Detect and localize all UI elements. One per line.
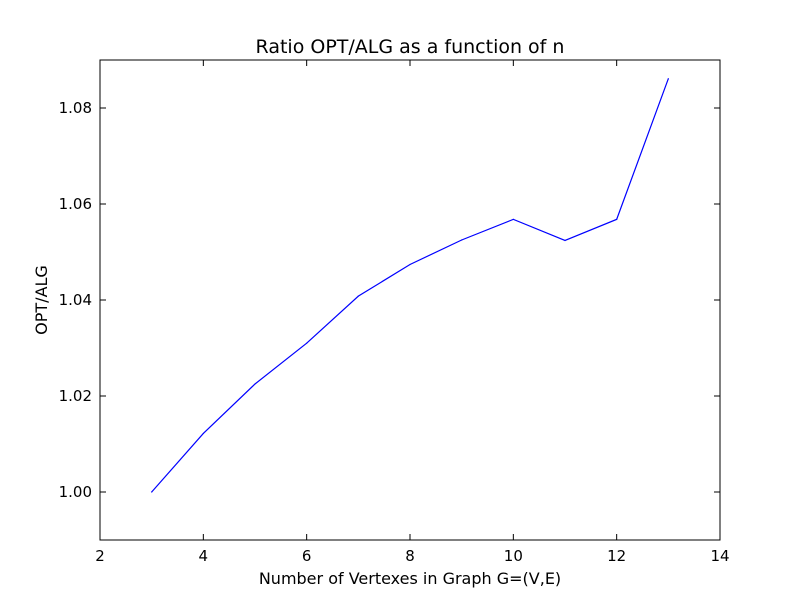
data-point (564, 239, 566, 242)
x-tick-label: 2 (95, 547, 105, 565)
data-point (461, 239, 463, 241)
x-tick-label: 8 (405, 547, 415, 565)
x-tick-label: 10 (504, 547, 523, 565)
data-point (357, 295, 359, 297)
data-point (151, 491, 153, 493)
data-point (254, 383, 256, 385)
data-point (512, 218, 514, 220)
data-point (616, 218, 618, 220)
y-axis-title: OPT/ALG (32, 265, 51, 335)
series-line (151, 78, 669, 493)
y-tick-label: 1.02 (59, 387, 92, 405)
y-tick-label: 1.06 (59, 195, 92, 213)
data-point (202, 432, 204, 435)
axis-ticks (99, 60, 721, 540)
data-point (667, 78, 669, 80)
x-tick-label: 6 (302, 547, 312, 565)
plot-frame (99, 59, 721, 541)
x-tick-label: 4 (199, 547, 209, 565)
data-point (409, 263, 411, 266)
x-tick-label: 14 (710, 547, 729, 565)
x-axis-title: Number of Vertexes in Graph G=(V,E) (259, 569, 561, 588)
chart-title: Ratio OPT/ALG as a function of n (256, 36, 565, 58)
data-points (151, 78, 669, 493)
data-point (306, 342, 308, 344)
y-tick-label: 1.00 (59, 483, 92, 501)
x-tick-label: 12 (607, 547, 626, 565)
tick-labels: 2 4 6 8 10 12 14 1.00 1.02 1.04 1.06 1.08 (59, 99, 730, 565)
y-tick-label: 1.04 (59, 291, 92, 309)
y-tick-label: 1.08 (59, 99, 92, 117)
